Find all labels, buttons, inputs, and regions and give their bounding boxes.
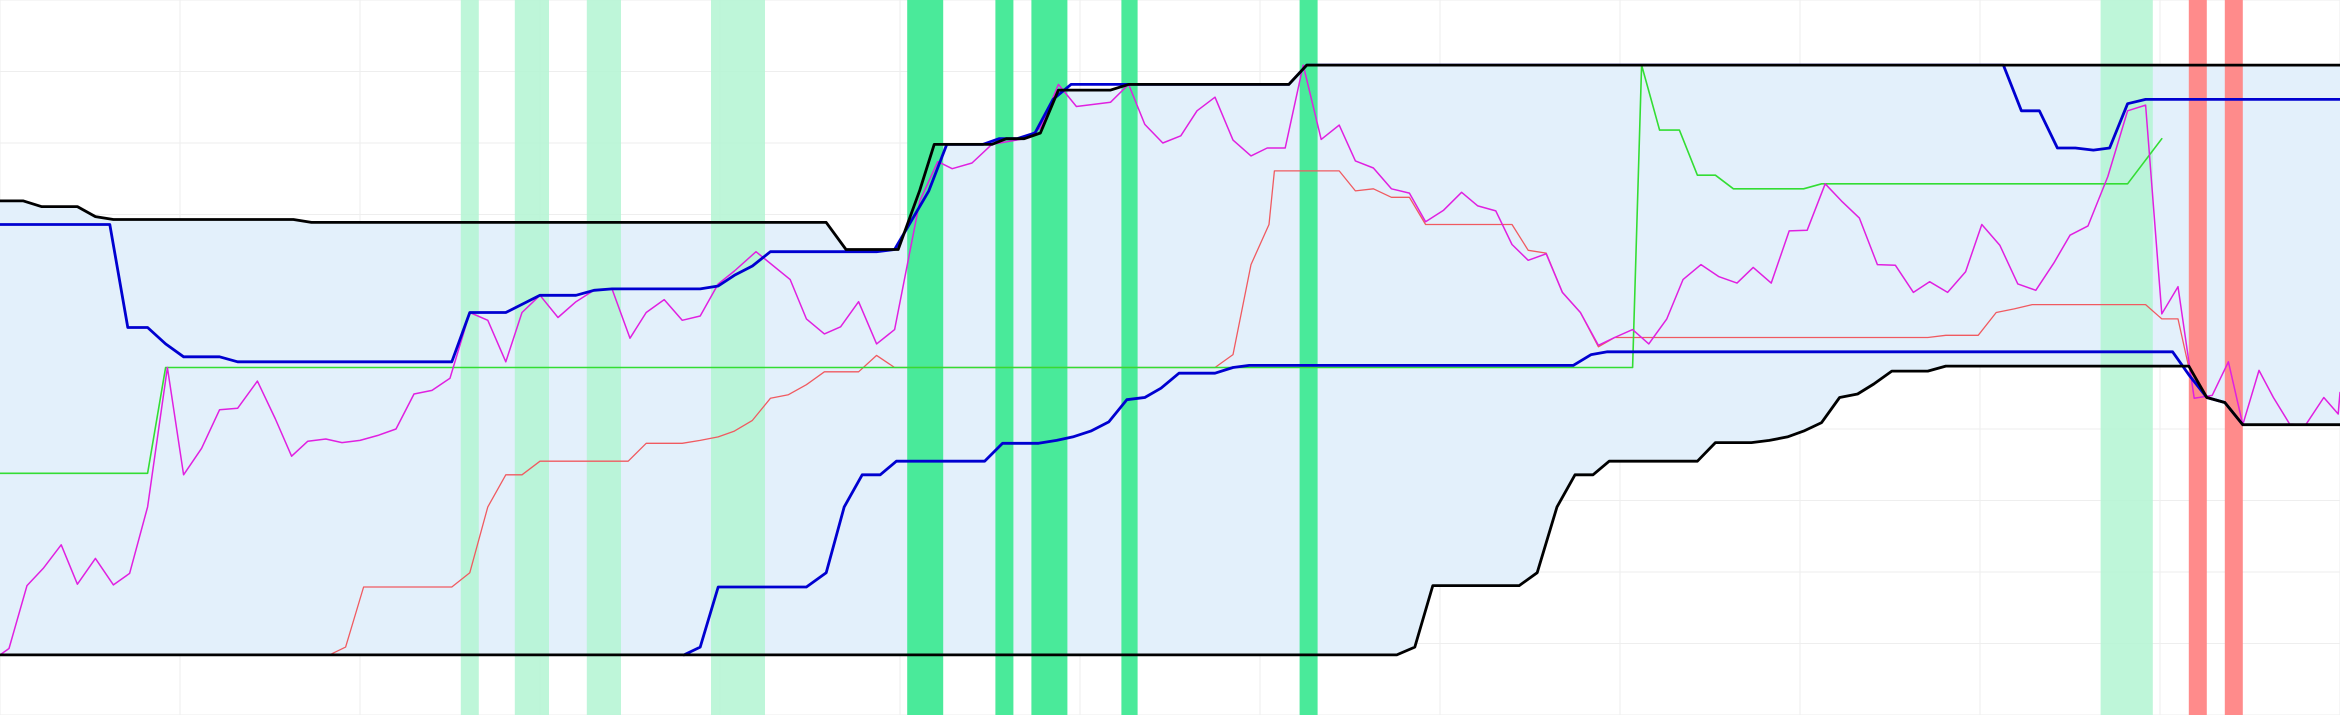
blue-mid-series-line — [682, 350, 2245, 657]
red-thin-series-line — [0, 170, 2340, 656]
light-green-shaded-region — [460, 0, 479, 715]
envelope-band-fill — [0, 65, 2340, 655]
red-shaded-region — [2224, 0, 2243, 715]
magenta-series-line — [0, 64, 2340, 656]
light-green-shaded-region — [514, 0, 549, 715]
green-shaded-region — [1121, 0, 1138, 715]
red-shaded-region — [2188, 0, 2207, 715]
green-shaded-region — [1031, 0, 1068, 715]
green-shaded-region — [907, 0, 944, 715]
green-shaded-region — [1299, 0, 1318, 715]
light-green-shaded-region — [586, 0, 621, 715]
light-green-shaded-region — [2100, 0, 2153, 715]
light-green-shaded-region — [711, 0, 765, 715]
green-shaded-region — [995, 0, 1014, 715]
series-lines — [0, 63, 2340, 657]
lower-black-series-line — [0, 364, 2340, 657]
green-series-line — [0, 64, 2163, 475]
shaded-regions — [460, 0, 2243, 715]
upper-black-series-line — [0, 63, 2340, 251]
envelope-band — [0, 65, 2340, 655]
blue-series-line — [0, 63, 2340, 364]
